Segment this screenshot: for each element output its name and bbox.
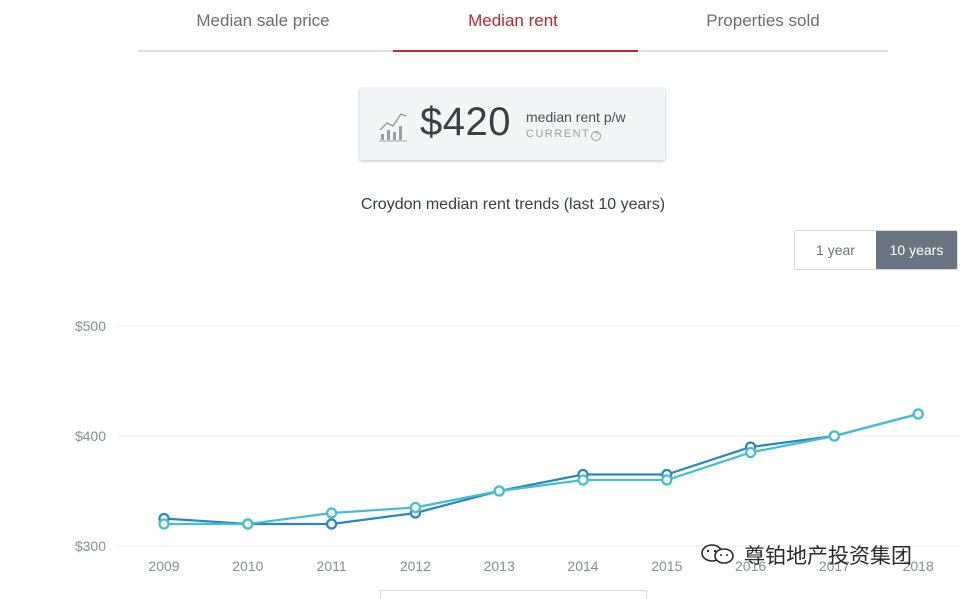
median-rent-label: median rent p/w: [526, 109, 626, 125]
data-point-s2[interactable]: [242, 518, 254, 530]
x-tick-label: 2018: [903, 558, 934, 574]
range-10-years-button[interactable]: 10 years: [876, 231, 957, 269]
x-tick-label: 2015: [651, 558, 682, 574]
trend-chart-icon: [379, 113, 407, 142]
x-tick-label: 2010: [232, 558, 263, 574]
data-point-s2[interactable]: [326, 507, 338, 519]
data-point-s2[interactable]: [409, 501, 421, 514]
rent-trend-chart: $500 $400 $300 2009 2010 2011 2012 2013 2014 2015…: [75, 318, 960, 574]
data-point-s2[interactable]: [661, 474, 673, 486]
series-line-2: [164, 412, 919, 526]
data-point-s2[interactable]: [493, 485, 505, 497]
wechat-icon: [701, 544, 734, 564]
current-label: CURRENT?: [526, 128, 602, 141]
x-tick-label: 2009: [148, 558, 179, 574]
x-tick-label: 2014: [567, 558, 598, 574]
data-point-s2[interactable]: [158, 518, 170, 530]
chart-title: Croydon median rent trends (last 10 year…: [360, 196, 666, 213]
series-line-1: [163, 412, 919, 526]
y-tick-label: $500: [75, 318, 106, 334]
data-point-s2[interactable]: [577, 474, 589, 486]
range-toggle: 1 year 10 years: [794, 230, 958, 270]
data-point-s2[interactable]: [828, 430, 841, 442]
median-rent-card: $420 median rent p/w CURRENT?: [360, 88, 665, 160]
x-tick-label: 2011: [317, 558, 347, 574]
y-tick-label: $400: [75, 428, 106, 444]
chart-footer-panel: [380, 590, 647, 599]
info-icon[interactable]: ?: [591, 131, 602, 141]
tab-median-rent[interactable]: Median rent: [388, 0, 638, 52]
range-1-year-button[interactable]: 1 year: [795, 231, 876, 269]
x-tick-label: 2012: [400, 558, 431, 574]
tab-bar: Median sale price Median rent Properties…: [138, 0, 888, 52]
tab-properties-sold[interactable]: Properties sold: [706, 11, 820, 30]
tab-median-sale-price[interactable]: Median sale price: [196, 11, 330, 30]
data-point-s2[interactable]: [912, 408, 924, 420]
median-rent-value: $420: [420, 100, 511, 144]
y-tick-label: $300: [75, 538, 106, 554]
x-tick-label: 2017: [819, 558, 850, 574]
watermark-text: 尊铂地产投资集团: [744, 545, 912, 568]
data-point-s2[interactable]: [744, 446, 757, 459]
data-point-s1[interactable]: [326, 518, 338, 530]
x-tick-label: 2013: [484, 558, 515, 574]
x-tick-label: 2016: [735, 558, 766, 574]
